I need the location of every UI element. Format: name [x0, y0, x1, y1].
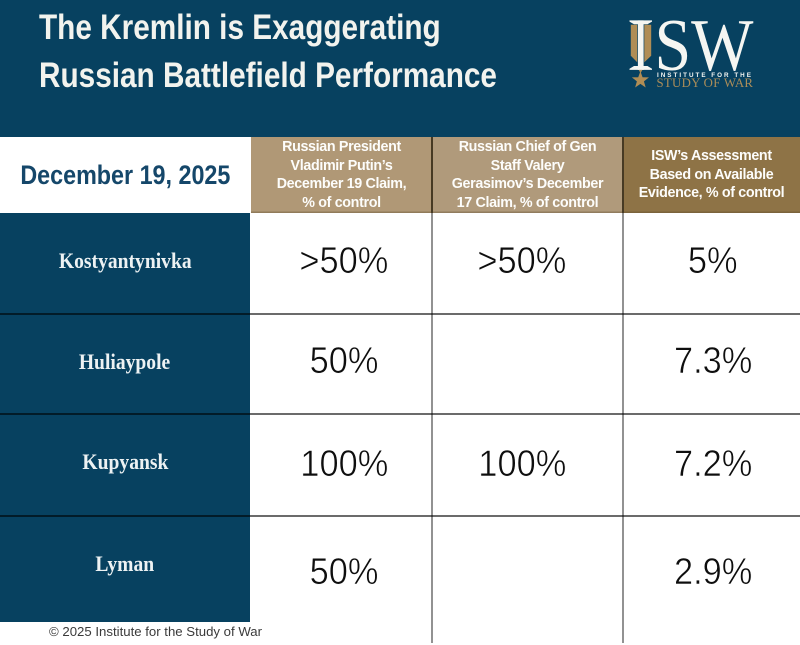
svg-text:STUDY OF WAR: STUDY OF WAR [657, 76, 754, 90]
svg-text:INSTITUTE FOR THE: INSTITUTE FOR THE [657, 72, 753, 79]
svg-text:SW: SW [655, 10, 754, 87]
